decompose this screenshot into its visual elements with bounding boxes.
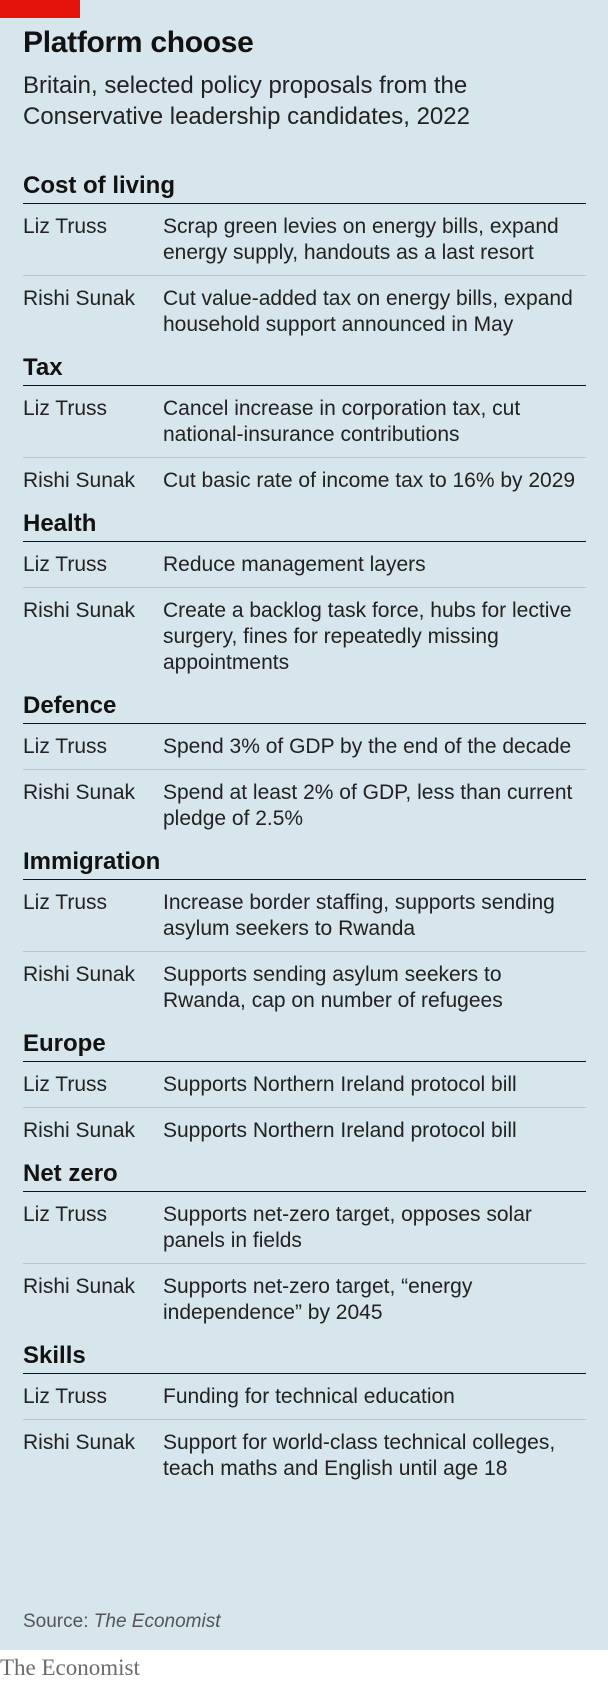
candidate-name: Rishi Sunak [23, 287, 136, 310]
section-heading: Immigration [23, 844, 586, 880]
proposal-text: Reduce management layers [163, 553, 426, 576]
table-row: Rishi Sunak Cut basic rate of income tax… [23, 458, 586, 506]
table-row: Liz Truss Supports net-zero target, oppo… [23, 1192, 586, 1264]
candidate-name: Rishi Sunak [23, 781, 136, 804]
candidate-name: Liz Truss [23, 215, 108, 238]
proposal-text: Supports Northern Ireland protocol bill [163, 1073, 517, 1096]
table-row: Rishi Sunak Supports sending asylum seek… [23, 952, 586, 1026]
section-health: Health Liz Truss Reduce management layer… [23, 506, 586, 688]
section-heading: Cost of living [23, 168, 586, 204]
proposal-text: Spend at least 2% of GDP, less than curr… [163, 781, 573, 830]
table-row: Rishi Sunak Supports Northern Ireland pr… [23, 1108, 586, 1156]
proposal-text: Supports net-zero target, opposes solar … [163, 1203, 532, 1252]
proposal-text: Create a backlog task force, hubs for le… [163, 599, 572, 674]
chart-panel: Platform choose Britain, selected policy… [0, 0, 608, 1650]
table-row: Rishi Sunak Spend at least 2% of GDP, le… [23, 770, 586, 844]
table-row: Rishi Sunak Create a backlog task force,… [23, 588, 586, 688]
proposal-text: Supports sending asylum seekers to Rwand… [163, 963, 503, 1012]
table-row: Rishi Sunak Supports net-zero target, “e… [23, 1264, 586, 1338]
section-heading: Health [23, 506, 586, 542]
table-row: Liz Truss Reduce management layers [23, 542, 586, 588]
source-name: The Economist [93, 1611, 221, 1632]
proposal-text: Supports net-zero target, “energy indepe… [163, 1275, 473, 1324]
table-row: Liz Truss Scrap green levies on energy b… [23, 204, 586, 276]
candidate-name: Rishi Sunak [23, 599, 136, 622]
candidate-name: Rishi Sunak [23, 1119, 136, 1142]
section-tax: Tax Liz Truss Cancel increase in corpora… [23, 350, 586, 506]
candidate-name: Rishi Sunak [23, 963, 136, 986]
proposal-text: Scrap green levies on energy bills, expa… [163, 215, 559, 264]
table-row: Rishi Sunak Cut value-added tax on energ… [23, 276, 586, 350]
proposal-text: Cut basic rate of income tax to 16% by 2… [163, 469, 576, 492]
page-subtitle: Britain, selected policy proposals from … [23, 72, 470, 130]
candidate-name: Liz Truss [23, 735, 108, 758]
section-heading: Europe [23, 1026, 586, 1062]
candidate-name: Rishi Sunak [23, 1275, 136, 1298]
candidate-name: Rishi Sunak [23, 1431, 136, 1454]
section-skills: Skills Liz Truss Funding for technical e… [23, 1338, 586, 1494]
candidate-name: Liz Truss [23, 1385, 108, 1408]
table-row: Liz Truss Funding for technical educatio… [23, 1374, 586, 1420]
table-row: Rishi Sunak Support for world-class tech… [23, 1420, 586, 1494]
table-row: Liz Truss Cancel increase in corporation… [23, 386, 586, 458]
proposal-text: Cancel increase in corporation tax, cut … [163, 397, 521, 446]
proposal-text: Cut value-added tax on energy bills, exp… [163, 287, 573, 336]
section-immigration: Immigration Liz Truss Increase border st… [23, 844, 586, 1026]
section-heading: Tax [23, 350, 586, 386]
candidate-name: Liz Truss [23, 553, 108, 576]
proposal-text: Spend 3% of GDP by the end of the decade [163, 735, 572, 758]
candidate-name: Liz Truss [23, 1203, 108, 1226]
economist-red-tag [0, 0, 80, 18]
candidate-name: Rishi Sunak [23, 469, 136, 492]
proposal-text: Increase border staffing, supports sendi… [163, 891, 555, 940]
candidate-name: Liz Truss [23, 891, 108, 914]
proposal-text: Support for world-class technical colleg… [163, 1431, 556, 1480]
table-row: Liz Truss Supports Northern Ireland prot… [23, 1062, 586, 1108]
section-europe: Europe Liz Truss Supports Northern Irela… [23, 1026, 586, 1156]
source-note: Source: The Economist [23, 1611, 221, 1633]
economist-logo: The Economist [0, 1655, 140, 1680]
candidate-name: Liz Truss [23, 397, 108, 420]
section-cost-of-living: Cost of living Liz Truss Scrap green lev… [23, 168, 586, 350]
section-heading: Net zero [23, 1156, 586, 1192]
section-heading: Defence [23, 688, 586, 724]
source-label: Source: [23, 1611, 89, 1632]
section-heading: Skills [23, 1338, 586, 1374]
section-net-zero: Net zero Liz Truss Supports net-zero tar… [23, 1156, 586, 1338]
policy-table: Cost of living Liz Truss Scrap green lev… [23, 168, 586, 1494]
candidate-name: Liz Truss [23, 1073, 108, 1096]
page-title: Platform choose [23, 26, 254, 59]
proposal-text: Funding for technical education [163, 1385, 455, 1408]
table-row: Liz Truss Spend 3% of GDP by the end of … [23, 724, 586, 770]
section-defence: Defence Liz Truss Spend 3% of GDP by the… [23, 688, 586, 844]
table-row: Liz Truss Increase border staffing, supp… [23, 880, 586, 952]
proposal-text: Supports Northern Ireland protocol bill [163, 1119, 517, 1142]
